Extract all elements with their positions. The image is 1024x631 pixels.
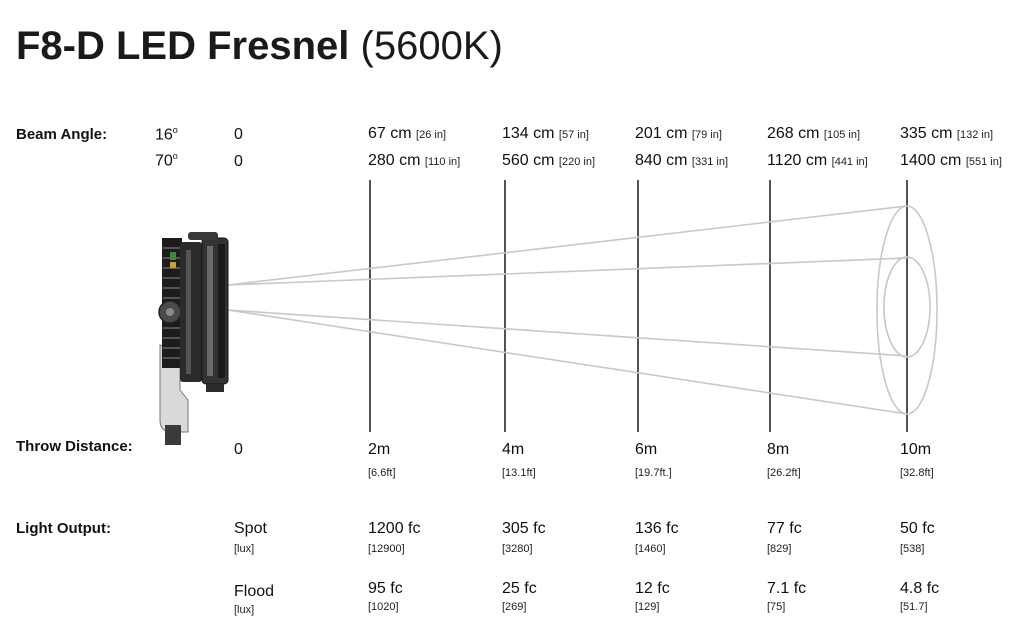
throw-4m: 4m bbox=[502, 441, 525, 458]
spot-diameter-8m: 268 cm [105 in] bbox=[767, 125, 861, 142]
flood-beam-ellipse bbox=[876, 205, 938, 415]
light-output-label: Light Output: bbox=[16, 520, 111, 537]
throw-10m: 10m bbox=[900, 441, 932, 458]
spot-beam-lower bbox=[227, 309, 908, 357]
spot-diameter-2m: 67 cm [26 in] bbox=[368, 125, 446, 142]
title-sub: (5600K) bbox=[360, 24, 503, 68]
spot-output-10m: 50 fc bbox=[900, 520, 935, 537]
page-title: F8-D LED Fresnel (5600K) bbox=[16, 24, 503, 68]
flood-diameter-6m: 840 cm [331 in] bbox=[635, 152, 729, 169]
throw-8m-ft: [26.2ft] bbox=[767, 467, 801, 479]
flood-output-10m: 4.8 fc bbox=[900, 580, 940, 597]
flood-diameter-10m: 1400 cm [551 in] bbox=[900, 152, 1002, 169]
flood-unit: [lux] bbox=[234, 604, 255, 616]
spot-unit: [lux] bbox=[234, 543, 255, 555]
flood-lux-10m: [51.7] bbox=[900, 601, 928, 613]
flood-beam-lower bbox=[227, 309, 908, 415]
throw-6m: 6m bbox=[635, 441, 658, 458]
flood-diameter-4m: 560 cm [220 in] bbox=[502, 152, 596, 169]
flood-lux-8m: [75] bbox=[767, 601, 786, 613]
spot-output-4m: 305 fc bbox=[502, 520, 546, 537]
spot-beam-upper bbox=[227, 257, 908, 286]
spot-label: Spot bbox=[234, 520, 267, 537]
throw-6m-ft: [19.7ft.] bbox=[635, 467, 672, 479]
spot-lux-10m: [538] bbox=[900, 543, 925, 555]
throw-zero: 0 bbox=[234, 441, 243, 458]
spot-lux-8m: [829] bbox=[767, 543, 792, 555]
flood-output-6m: 12 fc bbox=[635, 580, 670, 597]
spot-lux-2m: [12900] bbox=[368, 543, 405, 555]
spot-lux-4m: [3280] bbox=[502, 543, 533, 555]
flood-label: Flood bbox=[234, 583, 275, 600]
spot-output-8m: 77 fc bbox=[767, 520, 802, 537]
spot-diameter-6m: 201 cm [79 in] bbox=[635, 125, 722, 142]
spot-lux-6m: [1460] bbox=[635, 543, 666, 555]
beam-flood-zero: 0 bbox=[234, 153, 243, 170]
spot-diameter-10m: 335 cm [132 in] bbox=[900, 125, 994, 142]
throw-2m: 2m bbox=[368, 441, 391, 458]
spot-beam-ellipse bbox=[883, 256, 931, 358]
throw-2m-ft: [6.6ft] bbox=[368, 467, 396, 479]
spot-output-6m: 136 fc bbox=[635, 520, 679, 537]
flood-output-8m: 7.1 fc bbox=[767, 580, 807, 597]
flood-lux-6m: [129] bbox=[635, 601, 660, 613]
beam-spot-zero: 0 bbox=[234, 126, 243, 143]
fresnel-light-icon bbox=[158, 232, 229, 445]
flood-output-4m: 25 fc bbox=[502, 580, 537, 597]
beam-angle-label: Beam Angle: bbox=[16, 126, 108, 143]
flood-beam-upper bbox=[227, 205, 908, 286]
flood-diameter-2m: 280 cm [110 in] bbox=[368, 152, 461, 169]
throw-distance-label: Throw Distance: bbox=[16, 438, 133, 455]
title-main: F8-D LED Fresnel bbox=[16, 24, 350, 68]
flood-output-2m: 95 fc bbox=[368, 580, 403, 597]
beam-angle-flood: 70o bbox=[155, 151, 178, 170]
flood-diameter-8m: 1120 cm [441 in] bbox=[767, 152, 868, 169]
spot-diameter-4m: 134 cm [57 in] bbox=[502, 125, 589, 142]
throw-4m-ft: [13.1ft] bbox=[502, 467, 536, 479]
flood-lux-2m: [1020] bbox=[368, 601, 399, 613]
flood-lux-4m: [269] bbox=[502, 601, 527, 613]
throw-8m: 8m bbox=[767, 441, 790, 458]
beam-angle-spot: 16o bbox=[155, 125, 178, 144]
throw-10m-ft: [32.8ft] bbox=[900, 467, 934, 479]
spot-output-2m: 1200 fc bbox=[368, 520, 421, 537]
